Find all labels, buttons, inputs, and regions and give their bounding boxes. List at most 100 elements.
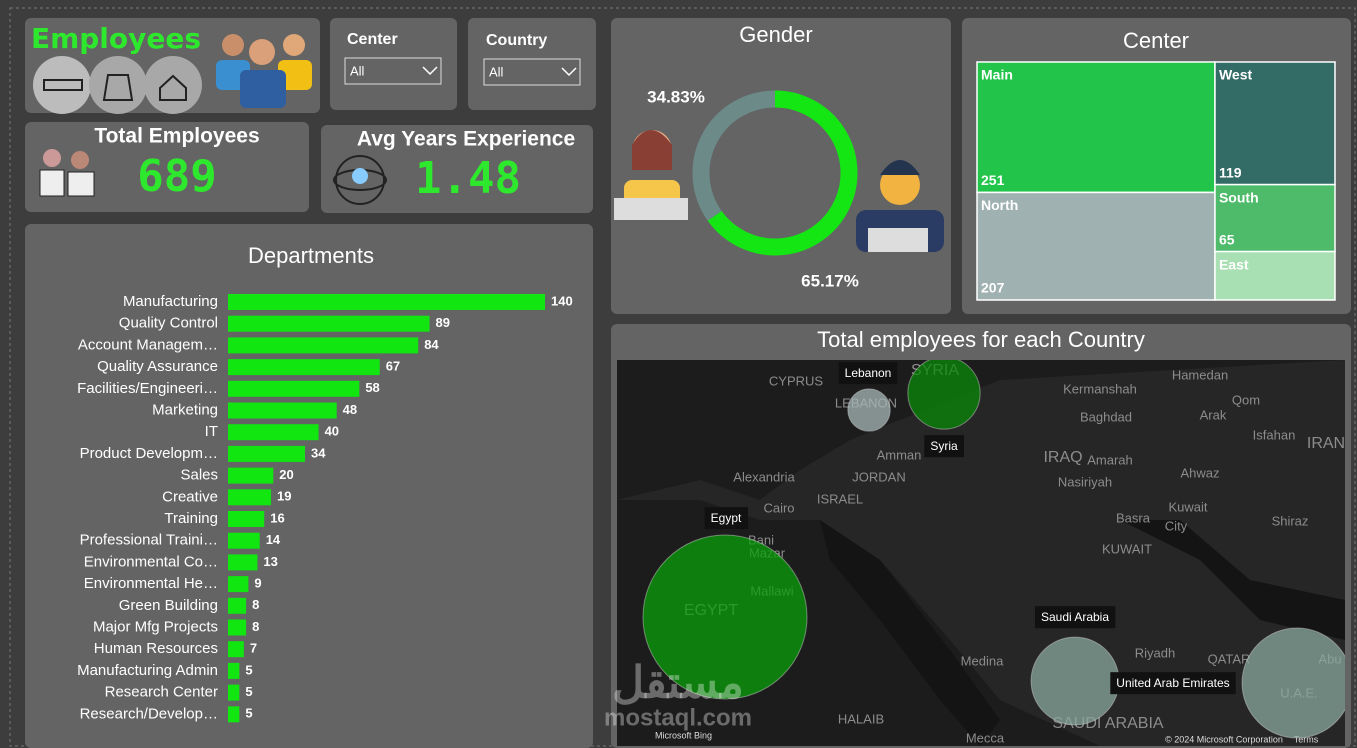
- map-place-label: Hamedan: [1172, 367, 1228, 382]
- data-label: 40: [325, 424, 339, 439]
- bar-label: Professional Traini…: [80, 532, 218, 549]
- bar-label: Research Center: [105, 684, 218, 701]
- data-label: 48: [343, 402, 357, 417]
- header-title: Employees: [31, 22, 201, 55]
- donut-slice: [707, 90, 858, 256]
- map-place-label: Cairo: [763, 500, 794, 515]
- card-value: 689: [137, 151, 216, 202]
- data-label: 13: [263, 554, 277, 569]
- treemap-value: 65: [1219, 231, 1235, 247]
- data-label: 65.17%: [801, 271, 859, 290]
- map-place-label: Medina: [961, 653, 1004, 668]
- map-place-label: Basra: [1116, 510, 1151, 525]
- bar: [228, 424, 319, 441]
- bubble-label: United Arab Emirates: [1116, 676, 1229, 690]
- treemap-label: East: [1219, 256, 1249, 272]
- bubble-label-bg: [1034, 606, 1116, 629]
- map-layer: CYPRUSSYRIALEBANONKermanshahHamedanQomAr…: [642, 360, 1345, 745]
- bar-label: Quality Control: [119, 315, 218, 332]
- bar-label: Sales: [180, 467, 218, 484]
- watermark: مستقل: [612, 659, 744, 708]
- card-label: Total Employees: [94, 125, 259, 148]
- bar-label: Manufacturing Admin: [77, 662, 218, 679]
- bar: [228, 294, 545, 310]
- map-place-label: Nasiriyah: [1058, 474, 1112, 489]
- bar-label: Product Developm…: [80, 445, 218, 462]
- bar: [228, 532, 260, 549]
- map-place-label: Terms: [1294, 734, 1319, 744]
- bubble-label: Syria: [930, 439, 958, 453]
- bar: [228, 511, 265, 527]
- map-place-label: Shiraz: [1272, 513, 1309, 528]
- filter-panel: [468, 18, 596, 110]
- bar: [228, 619, 247, 636]
- chart-title: Departments: [248, 243, 374, 268]
- map-place-label: IRAQ: [1043, 449, 1082, 466]
- bar: [228, 706, 240, 723]
- filter-label: Country: [486, 32, 547, 49]
- data-label: 84: [424, 337, 439, 352]
- data-label: 34: [311, 445, 326, 460]
- map-place-label: Qom: [1232, 392, 1260, 407]
- bar-label: Green Building: [119, 597, 218, 614]
- gender-icons: [614, 130, 944, 252]
- map-place-label: ISRAEL: [817, 491, 863, 506]
- bubble-label-bg: [704, 507, 749, 530]
- treemap-value: 251: [981, 172, 1005, 188]
- bar-label: Environmental He…: [84, 575, 218, 592]
- treemap-label: Main: [981, 67, 1013, 83]
- bar: [228, 380, 360, 397]
- dropdown[interactable]: [344, 57, 442, 85]
- bubble: [642, 534, 808, 700]
- chart-title: Gender: [739, 22, 812, 47]
- bar-label: Manufacturing: [123, 293, 218, 310]
- map-place-label: Baghdad: [1080, 409, 1132, 424]
- data-label: 20: [279, 467, 293, 482]
- treemap-label: South: [1219, 189, 1259, 205]
- dropdown-value: All: [350, 63, 365, 78]
- data-label: 58: [365, 380, 379, 395]
- data-label: 34.83%: [647, 87, 705, 106]
- data-label: 5: [245, 662, 252, 677]
- treemap-cell: [1214, 183, 1336, 253]
- bar-label: Account Managem…: [78, 336, 218, 353]
- map-place-label: Isfahan: [1253, 427, 1296, 442]
- treemap-cell: [976, 191, 1216, 301]
- bubble-label: Egypt: [711, 511, 742, 525]
- bar-label: Research/Develop…: [80, 705, 218, 722]
- treemap-cell: [1214, 61, 1336, 186]
- bubble-label-bg: [924, 435, 964, 458]
- bubble-label: Saudi Arabia: [1041, 610, 1109, 624]
- data-label: 67: [386, 359, 400, 374]
- card-icons: [39, 149, 387, 205]
- dropdown[interactable]: [483, 58, 581, 86]
- departments-panel: [25, 224, 593, 748]
- map-place-label: Microsoft Bing: [655, 730, 712, 740]
- treemap-value: 119: [1219, 164, 1242, 180]
- bar: [228, 641, 244, 658]
- data-label: 16: [270, 510, 284, 525]
- map-place-label: © 2024 Microsoft Corporation: [1165, 734, 1283, 744]
- map-place-label: Kuwait: [1168, 499, 1207, 514]
- bar-label: Marketing: [152, 401, 218, 418]
- bar: [228, 315, 430, 332]
- card-value: 1.48: [415, 153, 521, 204]
- bar-label: Quality Assurance: [97, 358, 218, 375]
- bubble: [907, 360, 981, 430]
- map-place-label: Amman: [877, 447, 922, 462]
- bar: [228, 489, 272, 506]
- data-label: 140: [551, 293, 573, 308]
- bar: [228, 337, 419, 354]
- map-place-label: Amarah: [1087, 452, 1133, 467]
- dropdown-arrow: [422, 66, 438, 76]
- bar: [228, 467, 274, 484]
- gulf: [1120, 520, 1345, 640]
- bar: [228, 445, 305, 462]
- map-place-label: Alexandria: [733, 469, 795, 484]
- bar-label: Training: [164, 510, 218, 527]
- bar: [228, 597, 247, 614]
- bar-label: Major Mfg Projects: [93, 618, 218, 635]
- bar-label: Facilities/Engineeri…: [77, 380, 218, 397]
- filter-label: Center: [347, 31, 398, 48]
